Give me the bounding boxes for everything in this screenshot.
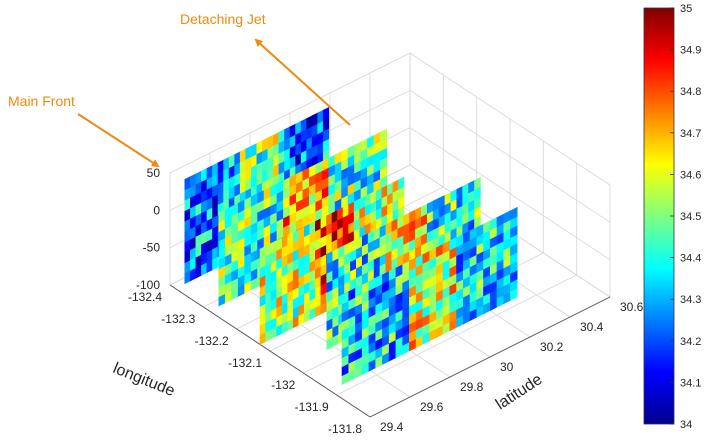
annotation-arrow-jet bbox=[254, 38, 351, 126]
colorbar-tick-label: 34.9 bbox=[680, 45, 701, 57]
z-tick-label: 50 bbox=[147, 166, 161, 180]
x-axis-ticks: -132.4 -132.3-132.2 -132.1 -132-131.9 -131.8 bbox=[128, 290, 362, 436]
x-tick-label: -132.3 bbox=[161, 312, 195, 326]
colorbar-tick-label: 34.3 bbox=[680, 294, 701, 306]
x-tick-label: -132.4 bbox=[128, 290, 162, 304]
y-tick-label: 30 bbox=[500, 360, 514, 374]
colorbar-tick-label: 34.8 bbox=[680, 86, 701, 98]
y-axis-ticks: 29.4 29.6 29.8 30 30.2 30.4 30.6 bbox=[380, 300, 644, 434]
slice-cell bbox=[474, 176, 481, 191]
grid-line bbox=[409, 52, 611, 186]
colorbar: 35 34.9 34.8 34.7 34.6 34.5 34.4 34.3 34.2 34.1 34 bbox=[643, 3, 701, 431]
colorbar-tick-label: 34.7 bbox=[680, 128, 701, 140]
annotation-main-front: Main Front bbox=[8, 93, 75, 109]
z-axis-ticks: 50 0 -50 -100 bbox=[136, 166, 160, 292]
y-tick-label: 30.4 bbox=[580, 320, 604, 334]
colorbar-gradient bbox=[643, 7, 675, 425]
colorbar-tick-label: 34.1 bbox=[680, 377, 701, 389]
axis-line bbox=[169, 284, 371, 418]
data-slices bbox=[184, 106, 518, 386]
y-tick-label: 29.8 bbox=[460, 380, 484, 394]
x-tick-label: -131.8 bbox=[328, 422, 362, 436]
annotation-arrow-front bbox=[77, 113, 160, 168]
colorbar-tick-label: 34.4 bbox=[680, 253, 701, 265]
annotation-detaching-jet: Detaching Jet bbox=[180, 11, 266, 27]
y-axis-label: latitude bbox=[493, 371, 546, 413]
slice-cell bbox=[510, 206, 518, 221]
axis-line bbox=[369, 296, 611, 418]
x-axis-label: longitude bbox=[111, 360, 178, 400]
y-tick-label: 30.2 bbox=[540, 340, 564, 354]
grid-line bbox=[409, 89, 611, 223]
slice-cell bbox=[380, 128, 388, 143]
z-tick-label: -50 bbox=[143, 241, 161, 255]
colorbar-tick-label: 34.2 bbox=[680, 336, 701, 348]
colorbar-tick-label: 34 bbox=[680, 419, 692, 431]
x-tick-label: -131.9 bbox=[295, 400, 329, 414]
x-tick-label: -132.1 bbox=[228, 356, 262, 370]
colorbar-tick-label: 34.5 bbox=[680, 211, 701, 223]
slice-cell bbox=[398, 176, 405, 190]
colorbar-tick-label: 34.6 bbox=[680, 169, 701, 181]
y-tick-label: 29.4 bbox=[380, 420, 404, 434]
z-tick-label: 0 bbox=[153, 203, 160, 217]
y-tick-label: 29.6 bbox=[420, 400, 444, 414]
x-tick-label: -132 bbox=[271, 378, 295, 392]
colorbar-ticks: 35 34.9 34.8 34.7 34.6 34.5 34.4 34.3 34.2 34.1 34 bbox=[670, 3, 701, 431]
x-tick-label: -132.2 bbox=[195, 334, 229, 348]
y-tick-label: 30.6 bbox=[620, 300, 644, 314]
colorbar-tick-label: 35 bbox=[680, 3, 692, 15]
z-tick-label: -100 bbox=[136, 278, 160, 292]
grid-line bbox=[409, 127, 611, 261]
slice-cell bbox=[322, 106, 330, 122]
grid-line bbox=[169, 52, 411, 174]
slice bbox=[341, 206, 518, 386]
